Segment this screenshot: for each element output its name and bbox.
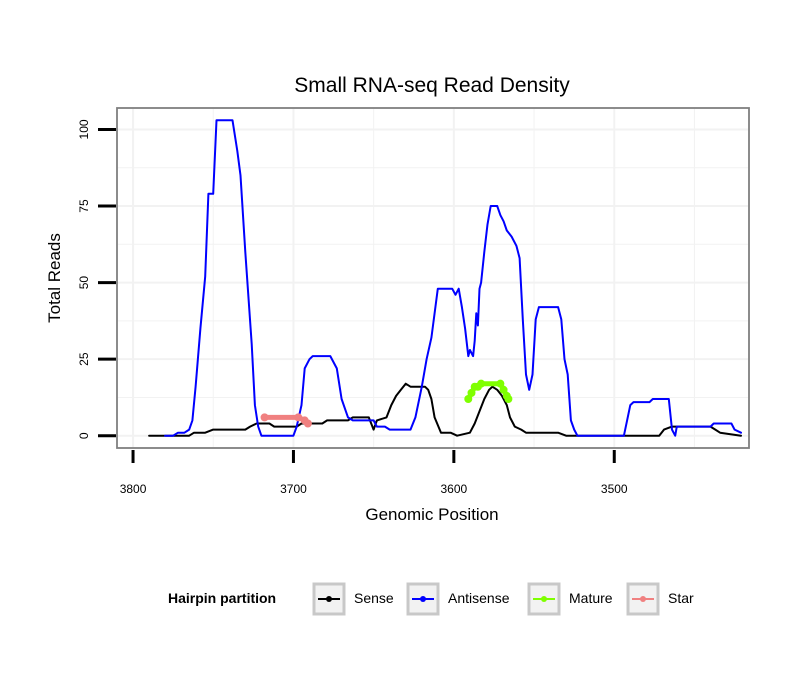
y-tick-label: 75 (77, 199, 91, 213)
y-tick-label: 25 (77, 352, 91, 366)
y-axis: 0 25 50 75 100 (77, 119, 116, 439)
legend-label-antisense: Antisense (448, 590, 510, 606)
data-point-mature (477, 379, 486, 388)
x-tick-label: 3600 (441, 482, 468, 496)
data-point-mature (467, 388, 476, 397)
x-axis: 3800 3700 3600 3500 (120, 450, 628, 496)
data-point-mature (464, 394, 473, 403)
data-point-mature (496, 379, 505, 388)
legend-title: Hairpin partition (168, 590, 276, 606)
legend-label-star: Star (668, 590, 694, 606)
legend-marker-star (640, 596, 646, 602)
data-point-mature (504, 394, 513, 403)
x-tick-label: 3700 (280, 482, 307, 496)
series-line-sense (148, 382, 742, 437)
grid-lines (118, 109, 748, 447)
y-tick-label: 100 (77, 119, 91, 139)
y-tick-label: 50 (77, 276, 91, 290)
legend-marker-antisense (420, 596, 426, 602)
y-tick-label: 0 (77, 432, 91, 439)
x-tick-label: 3500 (601, 482, 628, 496)
legend: Hairpin partition Sense Antisense Mature St… (168, 582, 694, 616)
legend-label-mature: Mature (569, 590, 613, 606)
x-tick-label: 3800 (120, 482, 147, 496)
plot-panel (116, 107, 750, 449)
y-axis-title: Total Reads (45, 233, 64, 323)
x-axis-title: Genomic Position (365, 505, 498, 524)
legend-label-sense: Sense (354, 590, 394, 606)
series-layer (148, 119, 742, 437)
legend-marker-mature (541, 596, 547, 602)
legend-marker-sense (326, 596, 332, 602)
chart-title: Small RNA-seq Read Density (294, 74, 570, 97)
series-line-antisense (164, 119, 742, 437)
data-point-star (260, 413, 269, 422)
data-point-star (303, 419, 312, 428)
data-point-star (294, 413, 303, 422)
data-point-mature (499, 385, 508, 394)
